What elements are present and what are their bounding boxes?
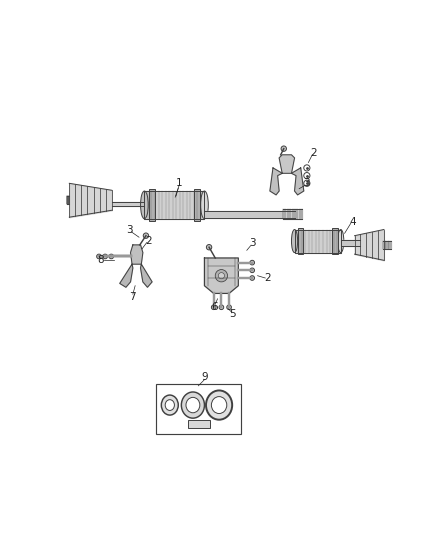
Text: 2: 2 xyxy=(311,148,317,158)
Polygon shape xyxy=(131,245,143,264)
Text: 4: 4 xyxy=(349,217,356,227)
Text: 3: 3 xyxy=(126,224,132,235)
Ellipse shape xyxy=(186,398,200,413)
Polygon shape xyxy=(270,168,282,195)
Polygon shape xyxy=(294,230,341,253)
Circle shape xyxy=(103,254,107,259)
Circle shape xyxy=(212,305,216,310)
Ellipse shape xyxy=(206,391,232,419)
Circle shape xyxy=(227,305,231,310)
Circle shape xyxy=(219,305,224,310)
Text: 3: 3 xyxy=(303,179,309,188)
Ellipse shape xyxy=(338,230,344,253)
Bar xyxy=(298,228,303,254)
Polygon shape xyxy=(145,191,205,219)
Bar xyxy=(149,189,155,221)
Polygon shape xyxy=(120,264,133,287)
Text: 9: 9 xyxy=(201,373,208,382)
Ellipse shape xyxy=(212,397,227,414)
Ellipse shape xyxy=(181,392,205,418)
Text: 8: 8 xyxy=(97,255,104,265)
Bar xyxy=(332,228,338,254)
Ellipse shape xyxy=(141,191,148,219)
Polygon shape xyxy=(291,168,304,195)
Bar xyxy=(156,384,240,433)
Bar xyxy=(188,421,210,428)
Text: 3: 3 xyxy=(249,238,255,248)
Circle shape xyxy=(281,146,286,151)
Text: 7: 7 xyxy=(130,292,136,302)
Ellipse shape xyxy=(161,395,178,415)
Polygon shape xyxy=(141,264,152,287)
Text: 5: 5 xyxy=(230,309,236,319)
Ellipse shape xyxy=(218,273,225,279)
Ellipse shape xyxy=(291,230,298,253)
Text: 1: 1 xyxy=(176,179,182,188)
Ellipse shape xyxy=(201,191,208,219)
Circle shape xyxy=(250,276,254,280)
Circle shape xyxy=(97,254,101,259)
Polygon shape xyxy=(279,155,294,173)
Circle shape xyxy=(250,268,254,273)
Circle shape xyxy=(109,254,113,259)
Text: 6: 6 xyxy=(211,302,218,311)
Polygon shape xyxy=(205,258,238,294)
Text: 2: 2 xyxy=(145,236,152,246)
Circle shape xyxy=(206,245,212,250)
Circle shape xyxy=(143,233,148,238)
Ellipse shape xyxy=(215,270,228,282)
Circle shape xyxy=(250,260,254,265)
Text: 2: 2 xyxy=(264,273,271,283)
Bar xyxy=(194,189,200,221)
Ellipse shape xyxy=(165,400,174,410)
